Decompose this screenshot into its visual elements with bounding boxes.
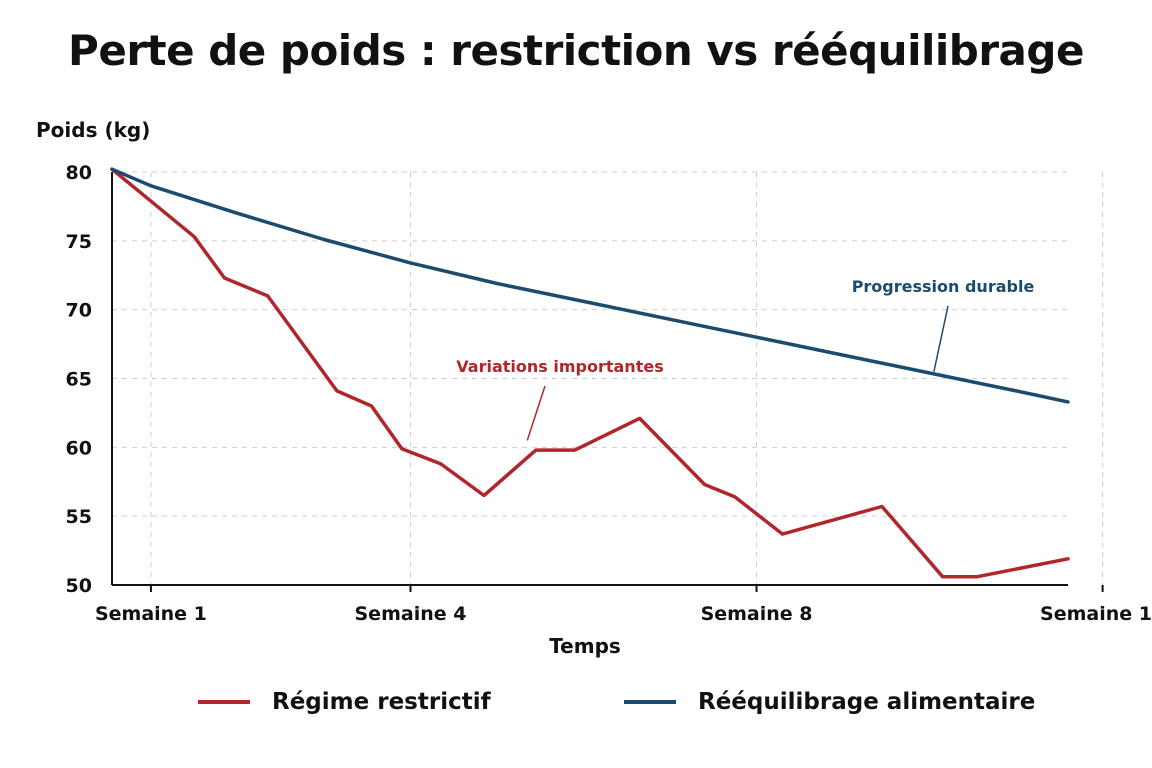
y-tick-label: 50: [66, 575, 92, 597]
legend-swatch-restrictif: [198, 700, 250, 704]
y-axis-title: Poids (kg): [36, 118, 150, 142]
grid: [112, 171, 1104, 585]
annotation-leader-line: [526, 385, 546, 441]
y-tick-label: 70: [66, 300, 92, 322]
legend: Régime restrictif Rééquilibrage alimenta…: [0, 684, 1152, 720]
annotation-leader-line: [933, 305, 949, 372]
series-line-restrictif: [110, 167, 1070, 579]
legend-item-reequilibrage: Rééquilibrage alimentaire: [624, 684, 1035, 720]
annotation-label: Variations importantes: [456, 357, 663, 376]
x-tick-label: Semaine 12: [1040, 603, 1152, 625]
y-tick-label: 80: [66, 162, 92, 184]
legend-item-restrictif: Régime restrictif: [198, 684, 491, 720]
y-tick-label: 65: [66, 369, 92, 391]
y-tick-label: 75: [66, 231, 92, 253]
x-tick-label: Semaine 4: [355, 603, 467, 625]
legend-label-restrictif: Régime restrictif: [272, 689, 491, 715]
y-ticks: 80 75 70 65 60 55 50: [66, 162, 92, 597]
series-lines: [110, 167, 1070, 579]
series-line-reequilibrage: [110, 167, 1070, 404]
chart-title: Perte de poids : restriction vs rééquili…: [68, 26, 1084, 75]
legend-label-reequilibrage: Rééquilibrage alimentaire: [698, 689, 1036, 715]
x-axis-title: Temps: [549, 634, 621, 658]
axes: [111, 172, 1068, 586]
x-tick-label: Semaine 8: [701, 603, 813, 625]
annotations: Variations importantes Progression durabl…: [456, 277, 1035, 441]
annotation-label: Progression durable: [852, 277, 1035, 296]
legend-swatch-reequilibrage: [624, 700, 676, 704]
x-tick-label: Semaine 1: [95, 603, 207, 625]
x-ticks: Semaine 1 Semaine 4 Semaine 8 Semaine 12: [95, 585, 1152, 625]
y-tick-label: 55: [66, 506, 92, 528]
y-tick-label: 60: [66, 437, 92, 459]
